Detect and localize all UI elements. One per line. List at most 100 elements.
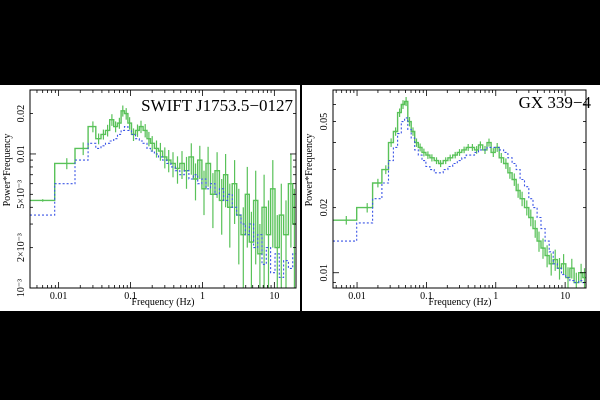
data-point <box>366 206 369 209</box>
y-tick-label: 0.02 <box>16 105 27 123</box>
data-point <box>290 182 292 185</box>
data-point <box>285 233 287 236</box>
data-point <box>128 122 131 124</box>
data-point <box>444 159 447 162</box>
data-point <box>454 154 457 157</box>
data-point <box>224 173 227 176</box>
data-point <box>176 167 179 170</box>
y-axis-label: Power*Frequency <box>304 134 315 207</box>
data-point <box>151 142 154 145</box>
data-point <box>163 156 166 158</box>
data-point <box>148 137 150 140</box>
panel-background <box>0 85 300 311</box>
data-point <box>207 162 210 165</box>
data-point <box>65 162 68 165</box>
data-point <box>155 147 158 150</box>
data-point <box>408 120 411 123</box>
data-point <box>505 162 507 165</box>
panel-title: SWIFT J1753.5−0127 <box>141 96 293 115</box>
y-tick-label: 5×10⁻³ <box>16 180 27 209</box>
data-point <box>394 130 397 133</box>
panel-title: GX 339−4 <box>519 93 592 112</box>
series-line-solid <box>30 110 296 255</box>
y-tick-label: 0.01 <box>319 264 330 282</box>
data-point <box>97 137 100 140</box>
data-point <box>121 109 124 112</box>
data-point <box>216 169 219 172</box>
data-point <box>220 199 223 202</box>
data-point <box>203 187 205 190</box>
data-point <box>405 100 407 103</box>
data-point <box>517 189 519 192</box>
data-point <box>246 193 249 196</box>
data-point <box>546 254 548 257</box>
data-point <box>521 197 523 200</box>
data-point <box>198 159 201 162</box>
y-tick-label: 0.02 <box>319 199 330 217</box>
data-point <box>250 241 253 244</box>
data-point <box>111 118 113 121</box>
series-line-solid <box>333 100 586 284</box>
data-point <box>500 156 503 159</box>
data-point <box>159 150 162 153</box>
x-axis-label: Frequency (Hz) <box>131 297 194 308</box>
data-point <box>267 233 270 236</box>
y-tick-label: 0.01 <box>16 145 27 163</box>
data-point <box>439 162 442 165</box>
data-point <box>82 147 85 150</box>
data-point <box>263 206 265 209</box>
data-point <box>167 159 170 162</box>
data-point <box>271 187 274 190</box>
data-point <box>102 133 105 136</box>
data-point <box>475 149 478 151</box>
data-point <box>242 233 245 236</box>
data-point <box>415 141 418 144</box>
data-point <box>419 146 421 149</box>
x-tick-label: 1 <box>493 291 498 302</box>
data-point <box>254 199 257 202</box>
data-point <box>427 154 429 157</box>
series-solid <box>30 105 296 288</box>
data-point <box>280 214 283 217</box>
data-point <box>463 149 465 151</box>
plot-area: 0.01 0.1 1 10 10⁻³ 2×10⁻³ 5×10⁻³ 0.01 0.02 <box>16 89 297 302</box>
x-tick-label: 10 <box>560 291 570 302</box>
data-point <box>488 141 490 144</box>
data-point <box>118 122 121 124</box>
data-point <box>570 267 573 270</box>
x-tick-label: 0.01 <box>348 291 366 302</box>
data-point <box>41 199 44 202</box>
x-axis-label: Frequency (Hz) <box>428 297 491 308</box>
data-point <box>276 246 279 249</box>
data-point <box>172 162 174 165</box>
data-point <box>412 130 414 133</box>
data-point <box>509 171 511 174</box>
data-point <box>435 159 438 162</box>
data-point <box>384 168 387 171</box>
data-point <box>136 129 139 132</box>
panel-background <box>302 85 600 311</box>
y-tick-label: 2×10⁻³ <box>16 233 27 262</box>
x-tick-label: 0.1 <box>420 291 433 302</box>
data-point <box>562 262 565 265</box>
data-point <box>467 146 470 149</box>
x-tick-label: 10 <box>269 291 279 302</box>
data-point <box>423 151 425 154</box>
data-point <box>377 182 379 184</box>
data-point <box>345 219 348 222</box>
data-point <box>554 258 557 261</box>
data-point <box>114 125 117 128</box>
data-point <box>513 178 516 181</box>
data-point <box>140 125 142 128</box>
data-point <box>228 206 231 209</box>
series-solid <box>333 97 586 288</box>
x-tick-label: 1 <box>200 291 205 302</box>
plot-area: 0.01 0.1 1 10 0.01 0.02 0.05 <box>319 89 587 302</box>
x-tick-label: 0.1 <box>124 291 137 302</box>
data-point <box>106 129 109 132</box>
data-point <box>233 182 236 185</box>
data-point <box>550 262 553 265</box>
plot-frame <box>29 89 297 289</box>
data-point <box>534 227 537 230</box>
